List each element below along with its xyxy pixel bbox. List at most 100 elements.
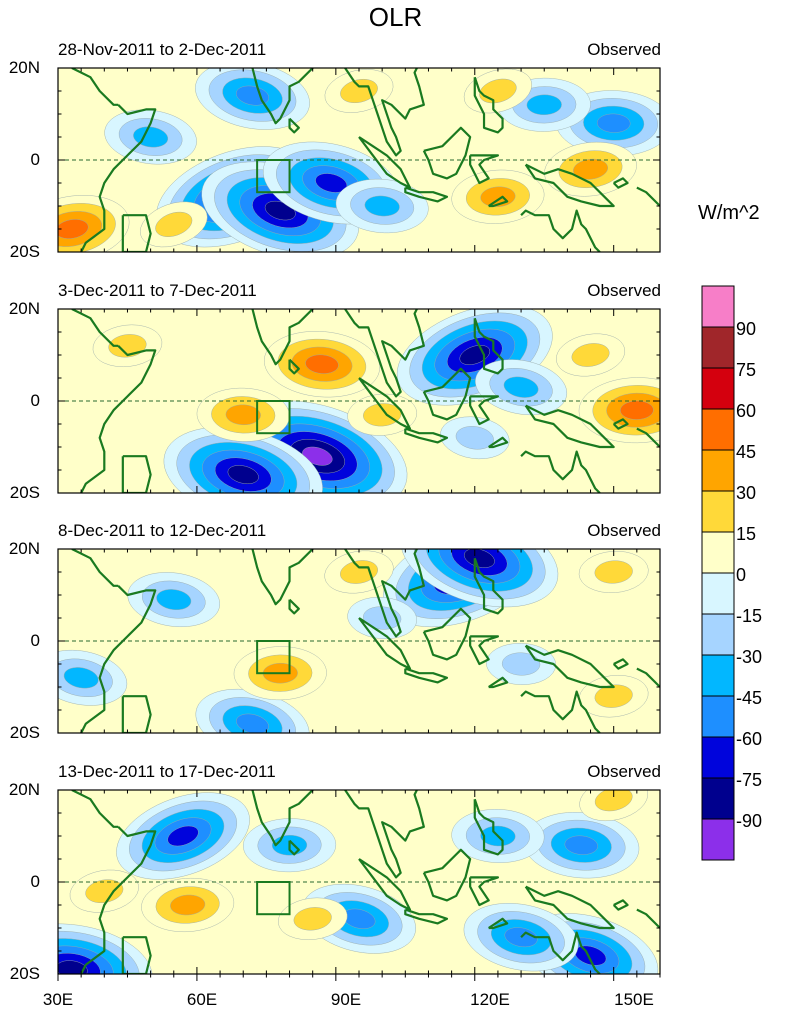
coastline — [422, 126, 472, 180]
lon-label-150e: 150E — [614, 990, 654, 1009]
panel-4-period: 13-Dec-2011 to 17-Dec-2011 — [58, 762, 276, 781]
lon-label-120e: 120E — [470, 990, 510, 1009]
olr-contour-blob — [156, 589, 192, 610]
colorbar-label: -75 — [736, 770, 763, 790]
colorbar-swatch — [701, 490, 735, 533]
colorbar-label: 60 — [736, 401, 757, 421]
colorbar-label: 30 — [736, 483, 757, 503]
colorbar-swatch — [701, 818, 735, 861]
olr-contour-blob — [564, 835, 598, 855]
colorbar-label: -45 — [736, 688, 763, 708]
coastline — [612, 418, 629, 430]
olr-contour-blob — [235, 85, 270, 106]
colorbar-label: 75 — [736, 360, 757, 380]
colorbar-swatch — [701, 285, 735, 328]
coastline — [71, 68, 119, 106]
coastline — [250, 68, 315, 125]
panel-2-period: 3-Dec-2011 to 7-Dec-2011 — [58, 281, 257, 300]
coastline — [288, 117, 300, 134]
colorbar-swatch — [701, 449, 735, 492]
coastline — [404, 667, 449, 684]
olr-contour-blob — [225, 404, 261, 426]
coastline — [473, 76, 504, 134]
lat-label-20n: 20N — [8, 539, 40, 558]
colorbar-swatch — [701, 326, 735, 369]
coastline — [520, 209, 601, 252]
coastline — [520, 690, 601, 733]
olr-contour-blob — [58, 219, 89, 239]
olr-contour-blob — [594, 560, 633, 584]
panel-2-label: Observed — [587, 281, 661, 300]
olr-contour-blob — [108, 334, 147, 358]
coastline — [358, 377, 412, 430]
colorbar-swatch — [701, 572, 735, 615]
coastline — [358, 136, 412, 189]
coastline — [121, 936, 152, 974]
coastline — [404, 427, 449, 444]
coastline — [288, 839, 300, 856]
analysis-box — [256, 400, 291, 435]
coastline — [80, 585, 157, 733]
coastline — [121, 695, 152, 733]
olr-contour-blob — [501, 652, 541, 676]
colorbar-label: -15 — [736, 606, 763, 626]
olr-contour-blob — [363, 606, 402, 630]
coastline — [488, 917, 509, 930]
analysis-box — [256, 159, 291, 194]
coastline — [422, 848, 472, 902]
olr-contour-blob — [227, 465, 259, 484]
lat-label-eq: 0 — [30, 391, 40, 410]
coastline — [344, 68, 425, 157]
coastline — [250, 790, 315, 847]
coastline — [469, 154, 500, 185]
coastline — [358, 617, 412, 670]
olr-contour-blob — [167, 825, 199, 847]
olr-contour-blob — [571, 343, 610, 367]
lat-label-20n: 20N — [8, 780, 40, 799]
coastline — [636, 908, 660, 929]
coastline — [344, 309, 425, 398]
coastline — [80, 826, 157, 974]
coastline — [520, 450, 601, 493]
map-panel-3 — [58, 549, 660, 733]
coastline — [80, 345, 157, 493]
coastline — [636, 667, 660, 688]
colorbar-label: -90 — [736, 811, 763, 831]
colorbar-swatch — [701, 367, 735, 410]
olr-contour-blob — [305, 354, 339, 374]
coastline — [250, 309, 315, 366]
coastline — [422, 607, 472, 661]
colorbar-label: 15 — [736, 524, 757, 544]
colorbar-swatch — [701, 654, 735, 697]
coastline — [469, 635, 500, 666]
olr-contour-blob — [573, 158, 609, 180]
lat-label-eq: 0 — [30, 631, 40, 650]
coastline — [121, 455, 152, 493]
panel-3-label: Observed — [587, 521, 661, 540]
colorbar-swatch — [701, 613, 735, 656]
coastline — [344, 790, 425, 879]
coastline — [488, 195, 509, 208]
coastline — [636, 186, 660, 207]
lat-label-20s: 20S — [9, 483, 40, 502]
coastline — [488, 436, 509, 449]
coastline — [524, 885, 615, 930]
lat-label-20n: 20N — [8, 299, 40, 318]
coastline — [612, 177, 629, 189]
coastline — [71, 549, 119, 587]
olr-contour-blob — [596, 113, 631, 133]
panel-4-label: Observed — [587, 762, 661, 781]
olr-contour-blob — [293, 907, 332, 931]
lon-label-30e: 30E — [42, 990, 74, 1009]
panel-1-period: 28-Nov-2011 to 2-Dec-2011 — [58, 40, 267, 59]
panel-1-label: Observed — [587, 40, 661, 59]
map-panel-4 — [58, 790, 660, 974]
coastline — [612, 899, 629, 911]
lat-label-20s: 20S — [9, 242, 40, 261]
colorbar-label: 45 — [736, 442, 757, 462]
lat-label-20s: 20S — [9, 723, 40, 742]
olr-contour-blob — [363, 403, 402, 427]
coastline — [121, 214, 152, 252]
analysis-box — [256, 881, 291, 916]
olr-contour-blob — [455, 426, 494, 450]
